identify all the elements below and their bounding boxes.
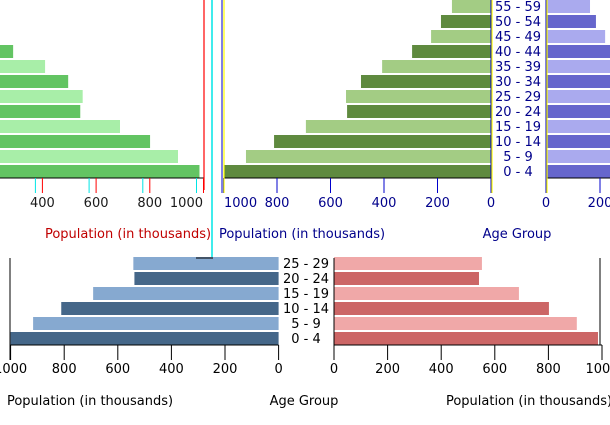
- bar-top-right-female-8: [546, 45, 610, 58]
- age-group-label: 10 - 14: [495, 135, 541, 150]
- bar-top-left-female-5: [0, 90, 83, 103]
- x-tick-label: 0: [274, 362, 282, 377]
- bar-top-right-female-0: [546, 165, 610, 178]
- x-tick-label: 200: [375, 362, 400, 377]
- bar-top-middle-male-4: [347, 105, 491, 118]
- x-tick-label: 0: [542, 196, 550, 211]
- x-axis-title: Population (in thousands): [45, 227, 211, 242]
- x-tick-label: 600: [105, 362, 130, 377]
- bar-bottom-right-female-1: [334, 317, 577, 330]
- age-group-label: 0 - 4: [503, 165, 533, 180]
- bar-top-right-female-5: [546, 90, 610, 103]
- bar-bottom-left-male-4: [134, 272, 279, 285]
- age-group-label: 15 - 19: [283, 287, 329, 302]
- bar-top-right-female-6: [546, 75, 610, 88]
- bar-bottom-left-male-5: [133, 257, 279, 270]
- bar-top-right-female-4: [546, 105, 610, 118]
- age-group-label: 10 - 14: [283, 302, 329, 317]
- x-tick-label: 400: [372, 196, 397, 211]
- age-group-label: 25 - 29: [283, 257, 329, 272]
- x-tick-label: 0: [487, 196, 495, 211]
- x-tick-label: 800: [265, 196, 290, 211]
- bar-bottom-left-male-0: [10, 332, 279, 345]
- age-group-label: 30 - 34: [495, 75, 541, 90]
- x-tick-label: 800: [536, 362, 561, 377]
- bar-top-left-female-3: [0, 120, 120, 133]
- age-group-label: 25 - 29: [495, 90, 541, 105]
- bar-top-left-female-2: [0, 135, 151, 148]
- bar-top-middle-male-2: [274, 135, 491, 148]
- bar-top-left-female-6: [0, 75, 69, 88]
- bar-top-left-female-8: [0, 45, 14, 58]
- bar-bottom-right-female-2: [334, 302, 549, 315]
- bar-top-right-female-11: [546, 0, 591, 13]
- age-group-label: 15 - 19: [495, 120, 541, 135]
- x-tick-label: 1000: [585, 362, 610, 377]
- x-tick-label: 400: [429, 362, 454, 377]
- bar-top-right-female-3: [546, 120, 610, 133]
- y-axis-title: Age Group: [270, 394, 339, 409]
- bar-top-middle-male-6: [360, 75, 491, 88]
- bar-top-middle-male-9: [431, 30, 491, 43]
- x-tick-label: 1000: [0, 362, 27, 377]
- age-group-label: 5 - 9: [291, 317, 321, 332]
- bar-top-middle-male-5: [346, 90, 491, 103]
- age-group-label: 35 - 39: [495, 60, 541, 75]
- x-axis-title: Population (in thousands): [446, 394, 610, 409]
- age-group-label: 55 - 59: [495, 0, 541, 15]
- x-tick-label: 600: [482, 362, 507, 377]
- x-tick-label: 400: [30, 196, 55, 211]
- bar-top-left-female-4: [0, 105, 81, 118]
- bar-bottom-right-female-5: [334, 257, 482, 270]
- x-axis-title: Population (in thousands): [7, 394, 173, 409]
- age-group-label: 20 - 24: [495, 105, 541, 120]
- bar-top-middle-male-1: [245, 150, 491, 163]
- x-tick-label: 0: [330, 362, 338, 377]
- bar-bottom-right-female-0: [334, 332, 598, 345]
- bar-top-left-female-0: [0, 165, 200, 178]
- age-group-label: 0 - 4: [291, 332, 321, 347]
- age-group-label: 20 - 24: [283, 272, 329, 287]
- bar-top-right-female-7: [546, 60, 610, 73]
- bar-bottom-left-male-1: [33, 317, 279, 330]
- age-group-label: 5 - 9: [503, 150, 533, 165]
- x-tick-label: 200: [425, 196, 450, 211]
- x-tick-label: 1000: [170, 196, 203, 211]
- age-group-label: 45 - 49: [495, 30, 541, 45]
- bar-top-middle-male-11: [451, 0, 491, 13]
- age-group-label: 40 - 44: [495, 45, 541, 60]
- x-tick-label: 600: [84, 196, 109, 211]
- y-axis-title: Age Group: [483, 227, 552, 242]
- bar-top-right-female-9: [546, 30, 606, 43]
- bar-top-right-female-10: [546, 15, 596, 28]
- x-tick-label: 600: [318, 196, 343, 211]
- bar-bottom-right-female-3: [334, 287, 519, 300]
- bar-top-middle-male-10: [440, 15, 491, 28]
- x-tick-label: 800: [137, 196, 162, 211]
- x-tick-label: 200: [588, 196, 610, 211]
- x-tick-label: 400: [159, 362, 184, 377]
- bar-top-left-female-1: [0, 150, 178, 163]
- bar-top-middle-male-8: [412, 45, 491, 58]
- x-tick-label: 800: [52, 362, 77, 377]
- x-axis-title: Population (in thousands): [219, 227, 385, 242]
- age-group-label: 50 - 54: [495, 15, 541, 30]
- bar-bottom-left-male-3: [93, 287, 279, 300]
- bar-top-middle-male-7: [382, 60, 491, 73]
- bar-top-right-female-1: [546, 150, 610, 163]
- bar-bottom-left-male-2: [61, 302, 279, 315]
- bar-top-middle-male-3: [305, 120, 491, 133]
- x-tick-label: 1000: [224, 196, 257, 211]
- bar-top-middle-male-0: [223, 165, 491, 178]
- x-tick-label: 200: [213, 362, 238, 377]
- bar-top-right-female-2: [546, 135, 610, 148]
- bar-bottom-right-female-4: [334, 272, 479, 285]
- bar-top-left-female-7: [0, 60, 46, 73]
